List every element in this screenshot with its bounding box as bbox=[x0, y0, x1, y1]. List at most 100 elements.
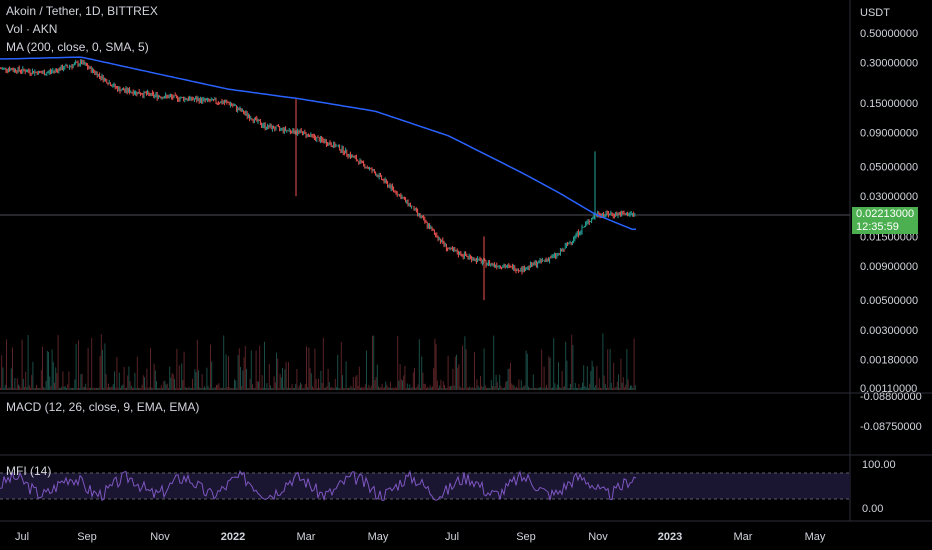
volume-bar bbox=[626, 348, 628, 390]
volume-bar bbox=[68, 371, 70, 390]
volume-bar bbox=[430, 387, 432, 390]
price-axis-label: 0.00300000 bbox=[860, 325, 918, 337]
volume-bar bbox=[44, 387, 46, 390]
macd-axis-label-2: -0.08750000 bbox=[860, 421, 922, 433]
volume-bar bbox=[16, 378, 18, 390]
volume-bar bbox=[120, 387, 121, 390]
volume-bar bbox=[542, 387, 544, 390]
volume-bar bbox=[313, 387, 315, 390]
volume-bar bbox=[572, 345, 574, 390]
volume-bar bbox=[376, 364, 378, 390]
volume-bar bbox=[561, 371, 563, 390]
volume-bar bbox=[494, 386, 496, 390]
volume-bar bbox=[378, 386, 379, 390]
volume-bar bbox=[72, 387, 73, 390]
volume-bar bbox=[116, 357, 118, 390]
volume-bar bbox=[253, 388, 255, 390]
volume-bar bbox=[562, 387, 564, 390]
volume-bar bbox=[79, 387, 81, 390]
volume-bar bbox=[254, 387, 256, 390]
mfi-line bbox=[0, 469, 637, 502]
volume-bar bbox=[154, 370, 156, 390]
volume-bar bbox=[402, 380, 403, 390]
volume-bar bbox=[567, 387, 569, 390]
volume-bar bbox=[382, 387, 384, 390]
volume-bar bbox=[525, 350, 527, 390]
vol-legend[interactable]: Vol · AKN bbox=[6, 22, 58, 36]
volume-bar bbox=[64, 386, 66, 390]
volume-bar bbox=[475, 387, 477, 390]
volume-bar bbox=[538, 387, 540, 390]
volume-bar bbox=[336, 387, 337, 390]
volume-bar bbox=[15, 387, 17, 390]
volume-bar bbox=[259, 345, 261, 390]
volume-bar bbox=[98, 387, 100, 390]
volume-bar bbox=[166, 383, 168, 390]
mfi-legend[interactable]: MFI (14) bbox=[6, 464, 52, 478]
volume-bar bbox=[306, 346, 307, 390]
volume-bar bbox=[86, 387, 88, 390]
price-axis-label: 0.09000000 bbox=[860, 127, 918, 139]
macd-legend[interactable]: MACD (12, 26, close, 9, EMA, EMA) bbox=[6, 400, 200, 414]
volume-bar bbox=[150, 348, 151, 390]
volume-bar bbox=[334, 378, 336, 390]
volume-bar bbox=[459, 386, 461, 390]
volume-bar bbox=[241, 386, 243, 390]
volume-bar bbox=[315, 378, 317, 390]
volume-bar bbox=[284, 369, 286, 390]
volume-bar bbox=[625, 384, 627, 390]
volume-bar bbox=[361, 386, 363, 390]
price-axis-label: 0.50000000 bbox=[860, 28, 918, 40]
volume-bar bbox=[500, 385, 502, 390]
volume-bar bbox=[434, 338, 436, 390]
volume-bar bbox=[298, 385, 300, 390]
volume-bar bbox=[50, 386, 52, 390]
volume-bar bbox=[634, 385, 636, 390]
volume-bar bbox=[582, 382, 583, 390]
volume-bar bbox=[350, 385, 352, 390]
volume-bar bbox=[597, 387, 599, 390]
volume-bar bbox=[322, 337, 324, 390]
volume-bar bbox=[112, 384, 114, 390]
volume-bar bbox=[630, 385, 631, 390]
volume-bar bbox=[432, 386, 433, 390]
volume-bar bbox=[400, 379, 402, 390]
volume-bar bbox=[240, 366, 241, 390]
volume-bar bbox=[2, 367, 4, 390]
volume-bar bbox=[632, 387, 634, 390]
volume-bar bbox=[316, 388, 318, 390]
volume-bar bbox=[43, 387, 45, 390]
volume-bar bbox=[214, 387, 216, 390]
volume-bar bbox=[564, 386, 565, 390]
volume-bar bbox=[345, 361, 347, 390]
volume-bars bbox=[0, 333, 636, 390]
volume-bar bbox=[20, 387, 22, 390]
volume-bar bbox=[170, 377, 172, 390]
volume-bar bbox=[405, 388, 407, 390]
volume-bar bbox=[6, 339, 7, 390]
volume-bar bbox=[514, 387, 516, 390]
volume-bar bbox=[220, 387, 222, 390]
ma-legend[interactable]: MA (200, close, 0, SMA, 5) bbox=[6, 40, 149, 54]
volume-bar bbox=[106, 387, 108, 390]
volume-bar bbox=[412, 372, 414, 390]
volume-bar bbox=[618, 374, 619, 390]
volume-bar bbox=[291, 383, 293, 390]
volume-bar bbox=[518, 379, 520, 390]
volume-bar bbox=[355, 376, 357, 390]
volume-bar bbox=[433, 368, 435, 390]
volume-bar bbox=[324, 387, 325, 390]
volume-bar bbox=[348, 388, 349, 390]
volume-bar bbox=[73, 387, 75, 390]
volume-bar bbox=[157, 387, 159, 390]
volume-bar bbox=[286, 387, 288, 390]
volume-bar bbox=[436, 380, 438, 390]
volume-bar bbox=[596, 366, 598, 390]
volume-bar bbox=[224, 387, 226, 390]
volume-bar bbox=[225, 354, 227, 390]
volume-bar bbox=[249, 379, 251, 390]
price-candles bbox=[0, 59, 636, 301]
last-price-countdown: 12:35:59 bbox=[856, 221, 899, 233]
volume-bar bbox=[63, 386, 65, 390]
